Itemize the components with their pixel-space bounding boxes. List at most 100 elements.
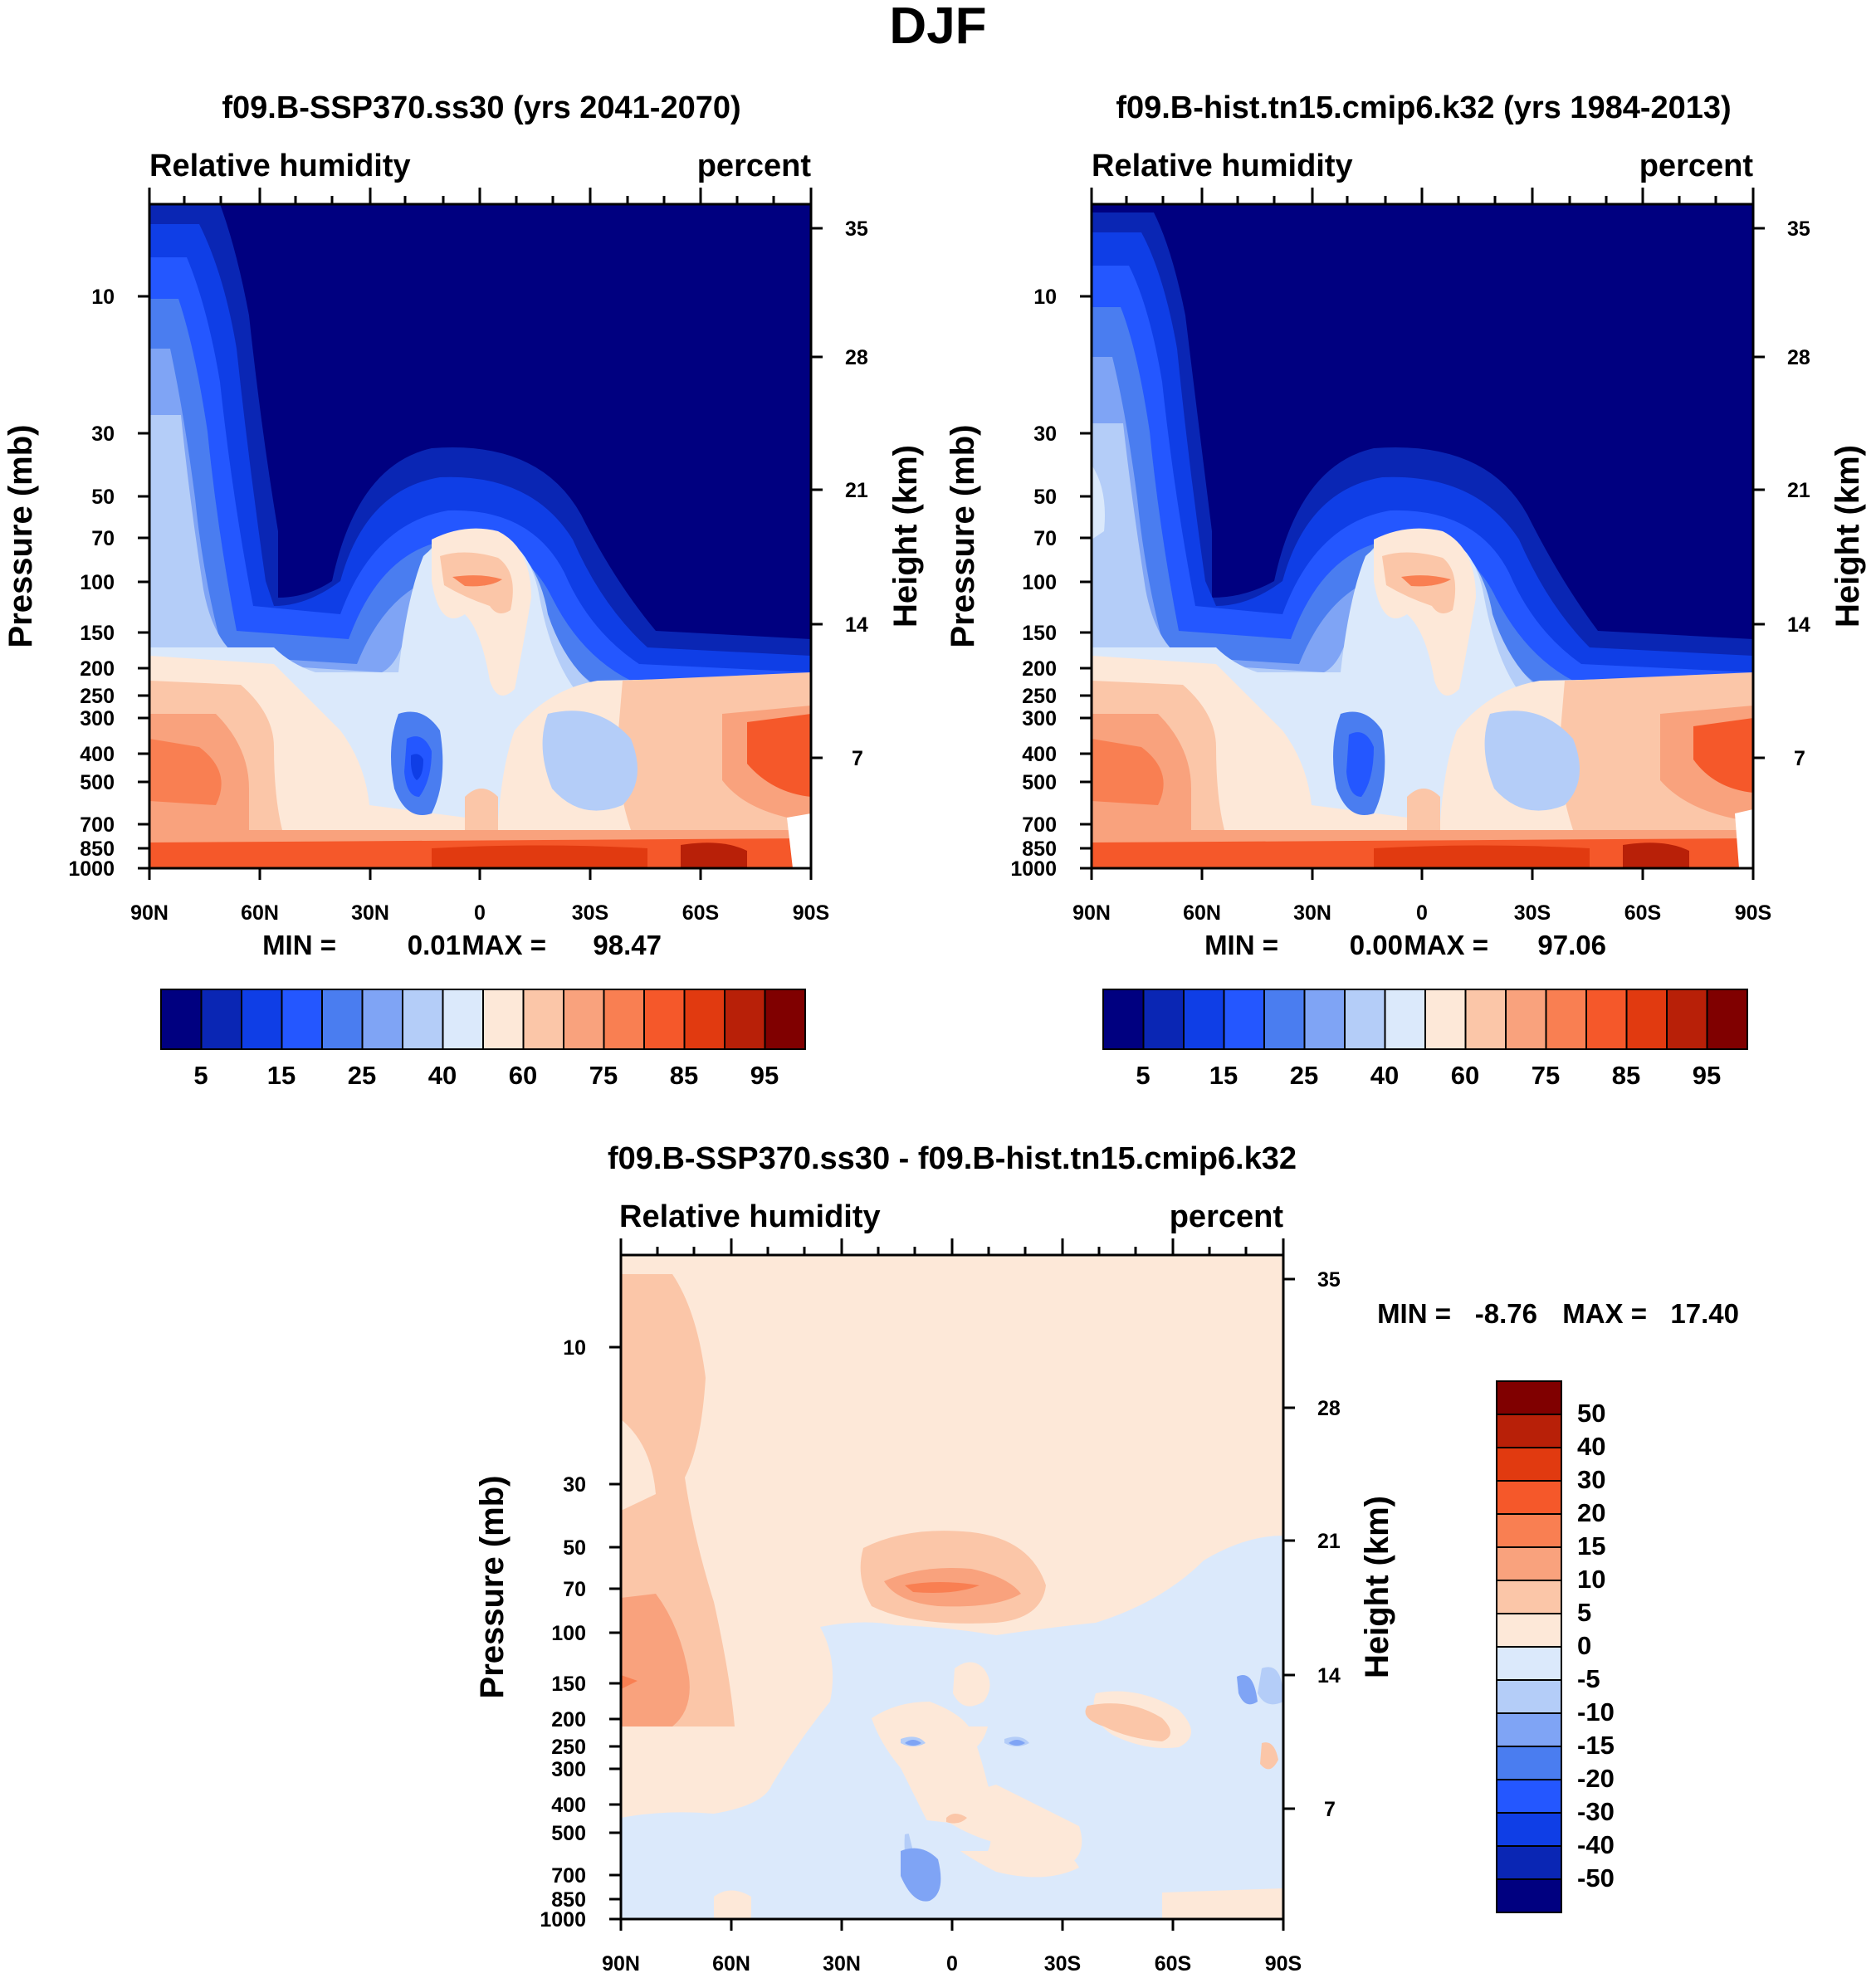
x-tick-label: 30S — [1044, 1952, 1081, 1976]
left-header: Relative humidity — [149, 149, 411, 183]
y-tick-label: 150 — [80, 622, 115, 645]
height-tick-label: 21 — [845, 479, 868, 502]
x-tick-label: 30N — [1293, 901, 1331, 925]
colorbar-label: -5 — [1577, 1664, 1600, 1693]
height-tick-label: 28 — [845, 346, 868, 369]
x-tick-label: 60S — [1624, 901, 1661, 925]
colorbar-swatch — [1496, 1646, 1562, 1681]
y-tick-label: 700 — [80, 813, 115, 837]
colorbar-label: -30 — [1577, 1797, 1615, 1826]
left-header: Relative humidity — [619, 1199, 881, 1234]
x-tick-label: 60N — [712, 1952, 750, 1976]
panel-title: f09.B-SSP370.ss30 (yrs 2041-2070) — [222, 90, 740, 125]
y-tick-label: 400 — [1022, 743, 1057, 766]
colorbar-label: 25 — [1290, 1061, 1318, 1090]
y-tick-label: 400 — [80, 743, 115, 766]
colorbar-swatch — [200, 989, 242, 1050]
x-tick-label: 90S — [1265, 1952, 1302, 1976]
colorbar-swatch — [1464, 989, 1507, 1050]
colorbar — [1102, 989, 1748, 1050]
colorbar-label: -40 — [1577, 1830, 1615, 1859]
colorbar-label: 85 — [1612, 1061, 1640, 1090]
y-tick-label: 200 — [80, 657, 115, 681]
y-tick-label: 100 — [551, 1622, 586, 1645]
x-tick-label: 30S — [572, 901, 608, 925]
y-tick-label: 30 — [1033, 422, 1057, 446]
colorbar-swatch — [1102, 989, 1145, 1050]
colorbar-label: 15 — [1209, 1061, 1238, 1090]
x-tick-label: 90N — [130, 901, 169, 925]
y-tick-label: 50 — [1033, 486, 1057, 509]
colorbar-swatch — [1142, 989, 1185, 1050]
colorbar-swatch — [1223, 989, 1265, 1050]
colorbar-swatch — [482, 989, 525, 1050]
plot-frame — [1080, 188, 1765, 880]
right-header: percent — [1170, 1199, 1284, 1234]
contour-field — [149, 204, 811, 868]
colorbar-label: -15 — [1577, 1731, 1615, 1760]
height-tick-label: 28 — [1317, 1397, 1341, 1420]
y-axis-label-right: Height (km) — [887, 445, 924, 628]
x-tick-label: 90S — [793, 901, 829, 925]
colorbar-swatch — [160, 989, 203, 1050]
y-tick-label: 300 — [80, 707, 115, 730]
y-tick-label: 70 — [91, 527, 115, 550]
min-value: -8.76 — [1475, 1298, 1537, 1329]
height-tick-label: 21 — [1317, 1530, 1341, 1553]
colorbar-swatch — [1625, 989, 1668, 1050]
y-tick-label: 50 — [563, 1536, 586, 1560]
height-tick-labels: 35 28 21 14 7 — [1787, 217, 1810, 770]
x-tick-label: 0 — [474, 901, 486, 925]
colorbar-swatch — [1706, 989, 1748, 1050]
plot-frame — [609, 1238, 1295, 1931]
y-tick-label: 500 — [551, 1822, 586, 1845]
y-tick-label: 10 — [91, 286, 115, 309]
colorbar-swatch — [603, 989, 645, 1050]
y-axis-label: Pressure (mb) — [945, 425, 981, 648]
y-tick-label: 50 — [91, 486, 115, 509]
y-tick-label: 70 — [1033, 527, 1057, 550]
min-label: MIN = — [1204, 930, 1278, 960]
colorbar-label: 5 — [1577, 1598, 1591, 1627]
y-axis-label: Pressure (mb) — [2, 425, 39, 648]
colorbar-swatch — [1496, 1613, 1562, 1648]
panel-future: f09.B-SSP370.ss30 (yrs 2041-2070) Relati… — [2, 90, 924, 1090]
colorbar-swatch — [1496, 1513, 1562, 1548]
min-value: 0.00 — [1350, 930, 1403, 960]
colorbar-swatch — [1344, 989, 1386, 1050]
x-tick-labels: 90N 60N 30N 0 30S 60S 90S — [602, 1952, 1302, 1976]
colorbar-swatch — [1496, 1380, 1562, 1415]
colorbar-swatch — [1496, 1679, 1562, 1714]
colorbar-swatch — [1496, 1480, 1562, 1515]
x-tick-labels: 90N 60N 30N 0 30S 60S 90S — [1072, 901, 1771, 925]
x-tick-label: 30S — [1514, 901, 1551, 925]
colorbar-swatch — [1496, 1845, 1562, 1880]
y-tick-label: 250 — [551, 1736, 586, 1759]
height-tick-label: 35 — [1317, 1268, 1341, 1292]
colorbar-label: 95 — [1693, 1061, 1721, 1090]
y-tick-labels: 10 30 50 70 100 150 200 250 300 400 500 … — [540, 1336, 586, 1932]
contour-field — [621, 1255, 1283, 1919]
colorbar-swatch — [1424, 989, 1467, 1050]
colorbar-label: -50 — [1577, 1863, 1615, 1893]
colorbar-labels: 5 15 25 40 60 75 85 95 — [1136, 1061, 1721, 1090]
y-tick-label: 850 — [1022, 838, 1057, 861]
y-tick-label: 700 — [551, 1864, 586, 1888]
colorbar-label: 60 — [1451, 1061, 1479, 1090]
figure-title: DJF — [889, 0, 986, 55]
x-tick-label: 0 — [1416, 901, 1428, 925]
colorbar-label: 10 — [1577, 1565, 1605, 1594]
y-tick-label: 30 — [563, 1473, 586, 1497]
colorbar-swatch — [724, 989, 766, 1050]
colorbar-label: 20 — [1577, 1498, 1605, 1527]
colorbar-swatch — [1303, 989, 1346, 1050]
colorbar-label: -20 — [1577, 1764, 1615, 1793]
y-tick-label: 400 — [551, 1794, 586, 1817]
x-tick-label: 60S — [682, 901, 719, 925]
y-tick-label: 1000 — [68, 857, 115, 881]
colorbar-swatch — [1585, 989, 1628, 1050]
colorbar-swatch — [1496, 1746, 1562, 1780]
y-axis-label: Pressure (mb) — [474, 1476, 511, 1699]
y-tick-label: 10 — [563, 1336, 586, 1360]
min-value: 0.01 — [408, 930, 461, 960]
